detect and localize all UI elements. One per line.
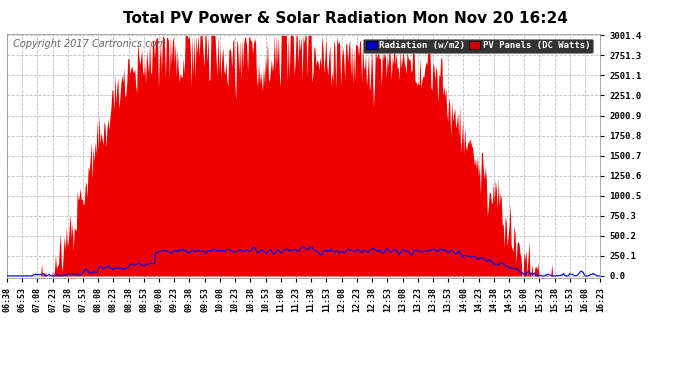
Text: Copyright 2017 Cartronics.com: Copyright 2017 Cartronics.com <box>13 39 166 49</box>
Text: Total PV Power & Solar Radiation Mon Nov 20 16:24: Total PV Power & Solar Radiation Mon Nov… <box>123 11 567 26</box>
Legend: Radiation (w/m2), PV Panels (DC Watts): Radiation (w/m2), PV Panels (DC Watts) <box>363 39 593 53</box>
